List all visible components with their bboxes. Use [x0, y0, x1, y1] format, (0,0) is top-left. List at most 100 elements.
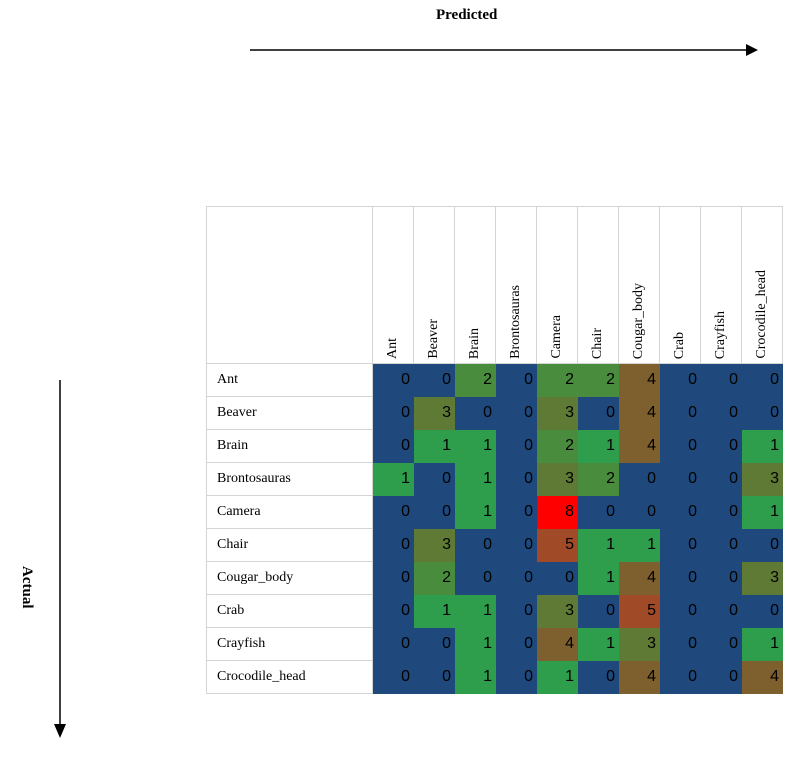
heatmap-cell: 0 [659, 660, 701, 694]
heatmap-cell: 3 [413, 528, 455, 562]
table-row: Crocodile_head 0 0 1 0 1 0 4 0 0 4 [206, 660, 783, 694]
predicted-axis-title: Predicted [436, 7, 498, 23]
heatmap-cell: 3 [618, 627, 660, 661]
column-header: Crab [659, 206, 701, 364]
column-label: Beaver [426, 319, 441, 359]
row-label: Cougar_body [206, 561, 373, 595]
row-label: Camera [206, 495, 373, 529]
column-header-row: Ant Beaver Brain Brontosauras Camera Chair Cou… [206, 206, 783, 364]
heatmap-cell: 2 [536, 363, 578, 397]
heatmap-cell: 4 [618, 561, 660, 595]
heatmap-cell: 0 [741, 594, 783, 628]
heatmap-cell: 0 [700, 495, 742, 529]
heatmap-cell: 0 [454, 528, 496, 562]
heatmap-cell: 1 [577, 429, 619, 463]
confusion-matrix: Ant Beaver Brain Brontosauras Camera Chair Cou… [206, 206, 783, 694]
heatmap-cell: 0 [372, 561, 414, 595]
heatmap-cell: 4 [618, 396, 660, 430]
table-row: Crayfish 0 0 1 0 4 1 3 0 0 1 [206, 627, 783, 661]
heatmap-cell: 0 [741, 396, 783, 430]
heatmap-cell: 1 [577, 561, 619, 595]
heatmap-cell: 1 [454, 495, 496, 529]
heatmap-cell: 0 [659, 429, 701, 463]
table-row: Ant 0 0 2 0 2 2 4 0 0 0 [206, 363, 783, 397]
heatmap-cell: 1 [454, 660, 496, 694]
heatmap-cell: 0 [700, 660, 742, 694]
heatmap-cell: 0 [659, 561, 701, 595]
heatmap-cell: 1 [577, 627, 619, 661]
heatmap-cell: 0 [700, 594, 742, 628]
heatmap-cell: 4 [741, 660, 783, 694]
confusion-matrix-viewport: Ant Beaver Brain Brontosauras Camera Chair Cou… [206, 206, 785, 766]
heatmap-cell: 3 [741, 462, 783, 496]
heatmap-cell: 8 [536, 495, 578, 529]
heatmap-cell: 0 [536, 561, 578, 595]
heatmap-cell: 0 [495, 462, 537, 496]
heatmap-cell: 0 [495, 561, 537, 595]
heatmap-cell: 0 [700, 627, 742, 661]
heatmap-cell: 0 [659, 528, 701, 562]
heatmap-cell: 0 [618, 495, 660, 529]
table-row: Camera 0 0 1 0 8 0 0 0 0 1 [206, 495, 783, 529]
heatmap-cell: 0 [413, 495, 455, 529]
heatmap-cell: 3 [741, 561, 783, 595]
heatmap-cell: 1 [577, 528, 619, 562]
heatmap-cell: 2 [577, 462, 619, 496]
predicted-arrow-icon [250, 44, 758, 56]
heatmap-cell: 4 [618, 363, 660, 397]
actual-arrow-icon [54, 380, 66, 738]
column-header: Chair [577, 206, 619, 364]
heatmap-cell: 0 [700, 528, 742, 562]
heatmap-cell: 3 [536, 396, 578, 430]
heatmap-cell: 1 [741, 495, 783, 529]
table-row: Brain 0 1 1 0 2 1 4 0 0 1 [206, 429, 783, 463]
row-label: Chair [206, 528, 373, 562]
heatmap-cell: 0 [454, 561, 496, 595]
heatmap-cell: 0 [495, 429, 537, 463]
heatmap-cell: 0 [659, 363, 701, 397]
heatmap-cell: 4 [536, 627, 578, 661]
heatmap-cell: 0 [659, 462, 701, 496]
heatmap-cell: 0 [495, 495, 537, 529]
heatmap-cell: 5 [536, 528, 578, 562]
column-label: Crayfish [713, 310, 728, 359]
table-row: Cougar_body 0 2 0 0 0 1 4 0 0 3 [206, 561, 783, 595]
table-row: Crab 0 1 1 0 3 0 5 0 0 0 [206, 594, 783, 628]
table-row: Beaver 0 3 0 0 3 0 4 0 0 0 [206, 396, 783, 430]
actual-axis-title: Actual [19, 566, 35, 609]
heatmap-cell: 1 [454, 429, 496, 463]
row-label: Beaver [206, 396, 373, 430]
heatmap-cell: 1 [536, 660, 578, 694]
matrix-corner [206, 206, 373, 364]
column-header: Cougar_body [618, 206, 660, 364]
heatmap-cell: 0 [372, 627, 414, 661]
column-label: Cougar_body [631, 282, 646, 359]
table-row: Brontosauras 1 0 1 0 3 2 0 0 0 3 [206, 462, 783, 496]
heatmap-cell: 2 [577, 363, 619, 397]
heatmap-cell: 4 [618, 429, 660, 463]
column-header: Beaver [413, 206, 455, 364]
column-label: Ant [385, 338, 400, 359]
heatmap-cell: 0 [700, 429, 742, 463]
heatmap-cell: 0 [372, 660, 414, 694]
column-header: Crocodile_head [741, 206, 783, 364]
column-header: Camera [536, 206, 578, 364]
heatmap-cell: 0 [700, 396, 742, 430]
column-header: Ant [372, 206, 414, 364]
column-header: Brontosauras [495, 206, 537, 364]
heatmap-cell: 1 [413, 594, 455, 628]
heatmap-cell: 0 [413, 660, 455, 694]
heatmap-cell: 0 [454, 396, 496, 430]
column-label: Crab [672, 331, 687, 359]
heatmap-cell: 1 [618, 528, 660, 562]
heatmap-cell: 1 [741, 627, 783, 661]
heatmap-cell: 1 [454, 627, 496, 661]
heatmap-cell: 1 [454, 462, 496, 496]
heatmap-cell: 0 [659, 594, 701, 628]
heatmap-cell: 0 [372, 594, 414, 628]
heatmap-cell: 0 [577, 396, 619, 430]
table-row: Chair 0 3 0 0 5 1 1 0 0 0 [206, 528, 783, 562]
heatmap-cell: 3 [413, 396, 455, 430]
column-label: Camera [549, 315, 564, 359]
heatmap-cell: 4 [618, 660, 660, 694]
